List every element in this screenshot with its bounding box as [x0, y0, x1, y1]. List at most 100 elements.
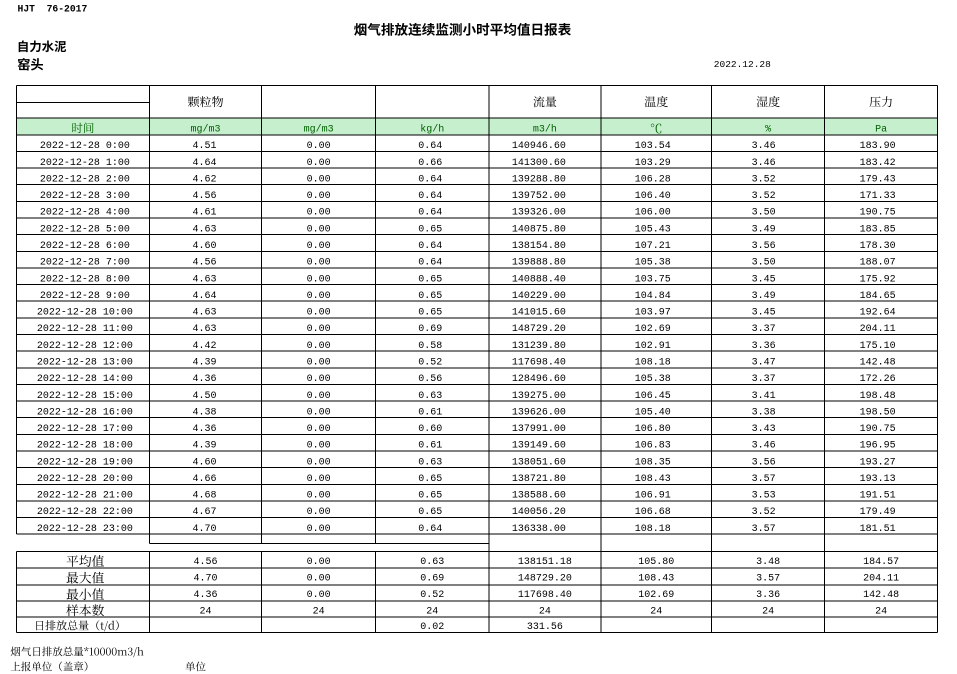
svg-text:0.00: 0.00: [307, 141, 331, 152]
svg-text:138051.60: 138051.60: [512, 457, 566, 468]
svg-text:0.00: 0.00: [307, 391, 331, 402]
svg-text:2022-12-28 3:00: 2022-12-28 3:00: [40, 191, 130, 202]
svg-text:0.64: 0.64: [418, 191, 442, 202]
svg-text:4.56: 4.56: [193, 191, 217, 202]
svg-text:139888.80: 139888.80: [512, 258, 566, 269]
svg-text:0.00: 0.00: [307, 241, 331, 252]
svg-text:3.52: 3.52: [752, 174, 776, 185]
svg-text:0.00: 0.00: [307, 357, 331, 368]
svg-text:140946.60: 140946.60: [512, 141, 566, 152]
svg-text:106.00: 106.00: [635, 208, 671, 219]
svg-text:138721.80: 138721.80: [512, 474, 566, 485]
svg-text:0.64: 0.64: [418, 524, 442, 535]
svg-text:0.64: 0.64: [418, 258, 442, 269]
svg-text:0.69: 0.69: [420, 574, 444, 585]
svg-text:%: %: [765, 124, 771, 135]
svg-text:0.61: 0.61: [418, 407, 442, 418]
svg-text:3.43: 3.43: [752, 424, 776, 435]
svg-text:0.65: 0.65: [418, 291, 442, 302]
svg-text:105.38: 105.38: [635, 374, 671, 385]
svg-text:191.51: 191.51: [860, 491, 896, 502]
svg-text:139626.00: 139626.00: [512, 407, 566, 418]
svg-text:4.63: 4.63: [193, 324, 217, 335]
svg-text:105.40: 105.40: [635, 407, 671, 418]
svg-text:0.00: 0.00: [307, 424, 331, 435]
svg-text:2022-12-28 0:00: 2022-12-28 0:00: [40, 141, 130, 152]
svg-text:3.36: 3.36: [756, 590, 780, 601]
svg-text:108.18: 108.18: [635, 357, 671, 368]
svg-text:117698.40: 117698.40: [512, 357, 566, 368]
svg-text:4.70: 4.70: [194, 574, 218, 585]
svg-text:183.90: 183.90: [860, 141, 896, 152]
svg-text:3.57: 3.57: [752, 524, 776, 535]
svg-text:184.65: 184.65: [860, 291, 896, 302]
svg-text:136338.00: 136338.00: [512, 524, 566, 535]
svg-text:184.57: 184.57: [863, 557, 899, 568]
svg-text:0.65: 0.65: [418, 308, 442, 319]
svg-text:3.48: 3.48: [756, 557, 780, 568]
svg-text:4.36: 4.36: [193, 374, 217, 385]
svg-text:102.69: 102.69: [635, 324, 671, 335]
svg-text:24: 24: [313, 606, 325, 617]
svg-text:4.60: 4.60: [193, 241, 217, 252]
svg-text:0.00: 0.00: [307, 441, 331, 452]
svg-text:0.00: 0.00: [307, 574, 331, 585]
svg-text:2022-12-28 13:00: 2022-12-28 13:00: [37, 357, 133, 368]
svg-text:138151.18: 138151.18: [518, 557, 572, 568]
svg-text:3.52: 3.52: [752, 507, 776, 518]
svg-text:138588.60: 138588.60: [512, 491, 566, 502]
svg-text:0.00: 0.00: [307, 258, 331, 269]
svg-text:140888.40: 140888.40: [512, 274, 566, 285]
svg-text:0.52: 0.52: [420, 590, 444, 601]
svg-text:193.27: 193.27: [860, 457, 896, 468]
svg-text:192.64: 192.64: [860, 308, 896, 319]
svg-text:106.80: 106.80: [635, 424, 671, 435]
svg-text:0.64: 0.64: [418, 174, 442, 185]
svg-text:175.92: 175.92: [860, 274, 896, 285]
svg-text:mg/m3: mg/m3: [304, 123, 334, 135]
svg-text:108.43: 108.43: [635, 474, 671, 485]
svg-text:106.28: 106.28: [635, 174, 671, 185]
svg-text:128496.60: 128496.60: [512, 374, 566, 385]
svg-text:0.00: 0.00: [307, 507, 331, 518]
svg-text:102.69: 102.69: [638, 590, 674, 601]
svg-text:2022-12-28 19:00: 2022-12-28 19:00: [37, 457, 133, 468]
svg-text:24: 24: [200, 606, 212, 617]
svg-text:24: 24: [875, 606, 887, 617]
svg-text:2022-12-28 21:00: 2022-12-28 21:00: [37, 491, 133, 502]
svg-text:2022-12-28 6:00: 2022-12-28 6:00: [40, 241, 130, 252]
svg-text:3.37: 3.37: [752, 324, 776, 335]
svg-text:4.39: 4.39: [193, 357, 217, 368]
svg-text:0.00: 0.00: [307, 174, 331, 185]
svg-text:4.63: 4.63: [193, 224, 217, 235]
svg-text:0.63: 0.63: [418, 391, 442, 402]
svg-text:106.83: 106.83: [635, 441, 671, 452]
svg-text:3.46: 3.46: [752, 141, 776, 152]
svg-text:4.39: 4.39: [193, 441, 217, 452]
svg-text:105.80: 105.80: [638, 557, 674, 568]
svg-text:0.00: 0.00: [307, 474, 331, 485]
svg-text:4.62: 4.62: [193, 174, 217, 185]
svg-text:0.65: 0.65: [418, 224, 442, 235]
svg-text:4.67: 4.67: [193, 507, 217, 518]
svg-text:4.63: 4.63: [193, 308, 217, 319]
svg-text:2022-12-28 7:00: 2022-12-28 7:00: [40, 258, 130, 269]
svg-text:190.75: 190.75: [860, 208, 896, 219]
svg-text:193.13: 193.13: [860, 474, 896, 485]
svg-text:3.37: 3.37: [752, 374, 776, 385]
svg-text:24: 24: [650, 606, 662, 617]
svg-text:179.43: 179.43: [860, 174, 896, 185]
svg-text:171.33: 171.33: [860, 191, 896, 202]
svg-text:2022-12-28 17:00: 2022-12-28 17:00: [37, 424, 133, 435]
svg-text:3.56: 3.56: [752, 457, 776, 468]
svg-text:0.00: 0.00: [307, 324, 331, 335]
svg-text:0.00: 0.00: [307, 191, 331, 202]
svg-text:117698.40: 117698.40: [518, 590, 572, 601]
svg-text:0.00: 0.00: [307, 274, 331, 285]
svg-text:175.10: 175.10: [860, 341, 896, 352]
svg-text:3.46: 3.46: [752, 158, 776, 169]
svg-text:140875.80: 140875.80: [512, 224, 566, 235]
svg-text:0.61: 0.61: [418, 441, 442, 452]
svg-text:3.50: 3.50: [752, 208, 776, 219]
svg-text:183.42: 183.42: [860, 158, 896, 169]
